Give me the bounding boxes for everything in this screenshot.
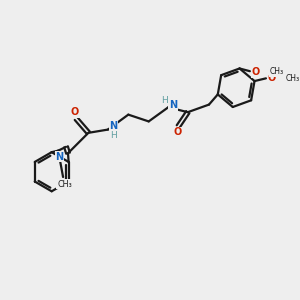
- Text: N: N: [56, 152, 64, 162]
- Text: O: O: [268, 73, 276, 83]
- Text: N: N: [109, 121, 117, 131]
- Text: O: O: [71, 107, 79, 118]
- Text: CH₃: CH₃: [269, 67, 284, 76]
- Text: H: H: [110, 131, 117, 140]
- Text: CH₃: CH₃: [57, 180, 72, 189]
- Text: O: O: [173, 127, 181, 137]
- Text: CH₃: CH₃: [286, 74, 300, 83]
- Text: O: O: [252, 67, 260, 77]
- Text: H: H: [162, 96, 168, 105]
- Text: N: N: [169, 100, 177, 110]
